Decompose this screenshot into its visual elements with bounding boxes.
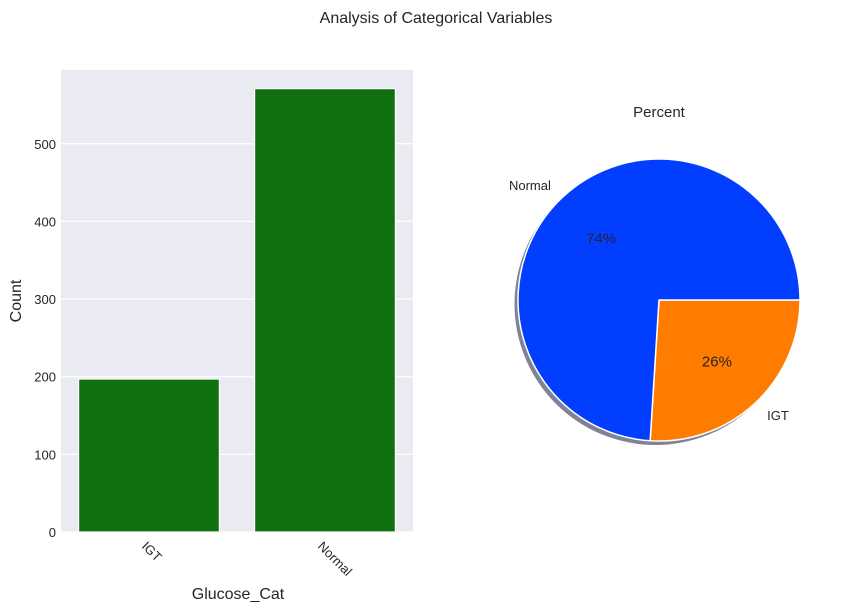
pie-title: Percent [633, 104, 686, 121]
bar-x-tick-labels: IGT Normal [139, 539, 355, 579]
pie-slices [517, 158, 801, 442]
pie-percent-label: 26% [702, 354, 732, 371]
pie-chart: Percent IGT 26% Normal 74% [509, 104, 801, 445]
bar-series [77, 88, 397, 533]
bar-y-tick-label: 200 [34, 370, 56, 385]
pie-slice-igt [649, 299, 801, 442]
pie-category-label: IGT [767, 408, 789, 423]
bar-chart: 0 100 200 300 400 500 IGT Normal Glucose_Cat C… [8, 70, 413, 603]
bar-y-tick-label: 300 [34, 292, 56, 307]
bar-x-axis-label: Glucose_Cat [192, 586, 285, 603]
bar-x-tick-label: IGT [139, 539, 165, 565]
bar-y-tick-label: 500 [34, 137, 56, 152]
pie-labels: IGT 26% Normal 74% [509, 178, 789, 423]
pie-slice-normal [517, 158, 801, 442]
bar-y-tick-labels: 0 100 200 300 400 500 [34, 137, 56, 540]
bar-normal [254, 88, 397, 533]
bar-y-tick-label: 0 [49, 525, 56, 540]
bar-igt [77, 378, 221, 533]
bar-y-axis-label: Count [8, 279, 25, 322]
figure-title: Analysis of Categorical Variables [320, 10, 553, 27]
pie-percent-label: 74% [586, 230, 616, 247]
bar-x-tick-label: Normal [315, 539, 355, 579]
bar-y-tick-label: 100 [34, 447, 56, 462]
pie-category-label: Normal [509, 178, 551, 193]
bar-y-tick-label: 400 [34, 214, 56, 229]
